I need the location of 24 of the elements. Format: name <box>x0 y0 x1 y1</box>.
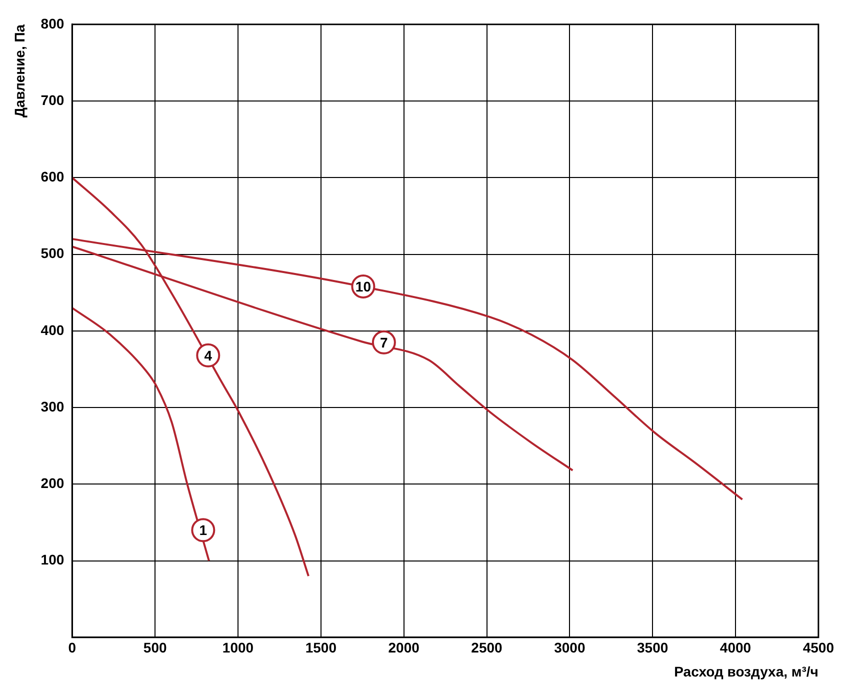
y-tick-label: 500 <box>40 245 64 262</box>
y-tick-label: 100 <box>40 552 64 568</box>
x-tick-label: 1000 <box>222 640 254 656</box>
x-tick-label: 1500 <box>305 640 337 656</box>
annotation: 1 <box>199 522 208 538</box>
y-tick-label: 600 <box>40 168 64 185</box>
x-axis-title: Расход воздуха, м³/ч <box>674 663 818 680</box>
y-tick-label: 800 <box>40 15 64 32</box>
x-tick-label: 2500 <box>471 640 503 656</box>
x-tick-label: 3000 <box>554 640 586 656</box>
x-tick-label: 0 <box>68 640 76 656</box>
y-tick-label: 200 <box>40 475 64 492</box>
x-tick-label: 500 <box>143 640 167 656</box>
y-tick-label: 700 <box>40 92 64 108</box>
x-tick-label: 4000 <box>720 640 752 656</box>
x-tick-label: 3500 <box>637 640 668 656</box>
annotation: 7 <box>380 334 388 350</box>
x-tick-label: 4500 <box>802 640 834 656</box>
x-tick-label: 2000 <box>388 640 420 656</box>
annotation: 10 <box>355 278 372 294</box>
y-axis-title: Давление, Па <box>11 24 28 118</box>
annotation: 4 <box>204 347 212 364</box>
y-tick-label: 400 <box>40 322 64 338</box>
y-tick-label: 300 <box>40 398 64 414</box>
